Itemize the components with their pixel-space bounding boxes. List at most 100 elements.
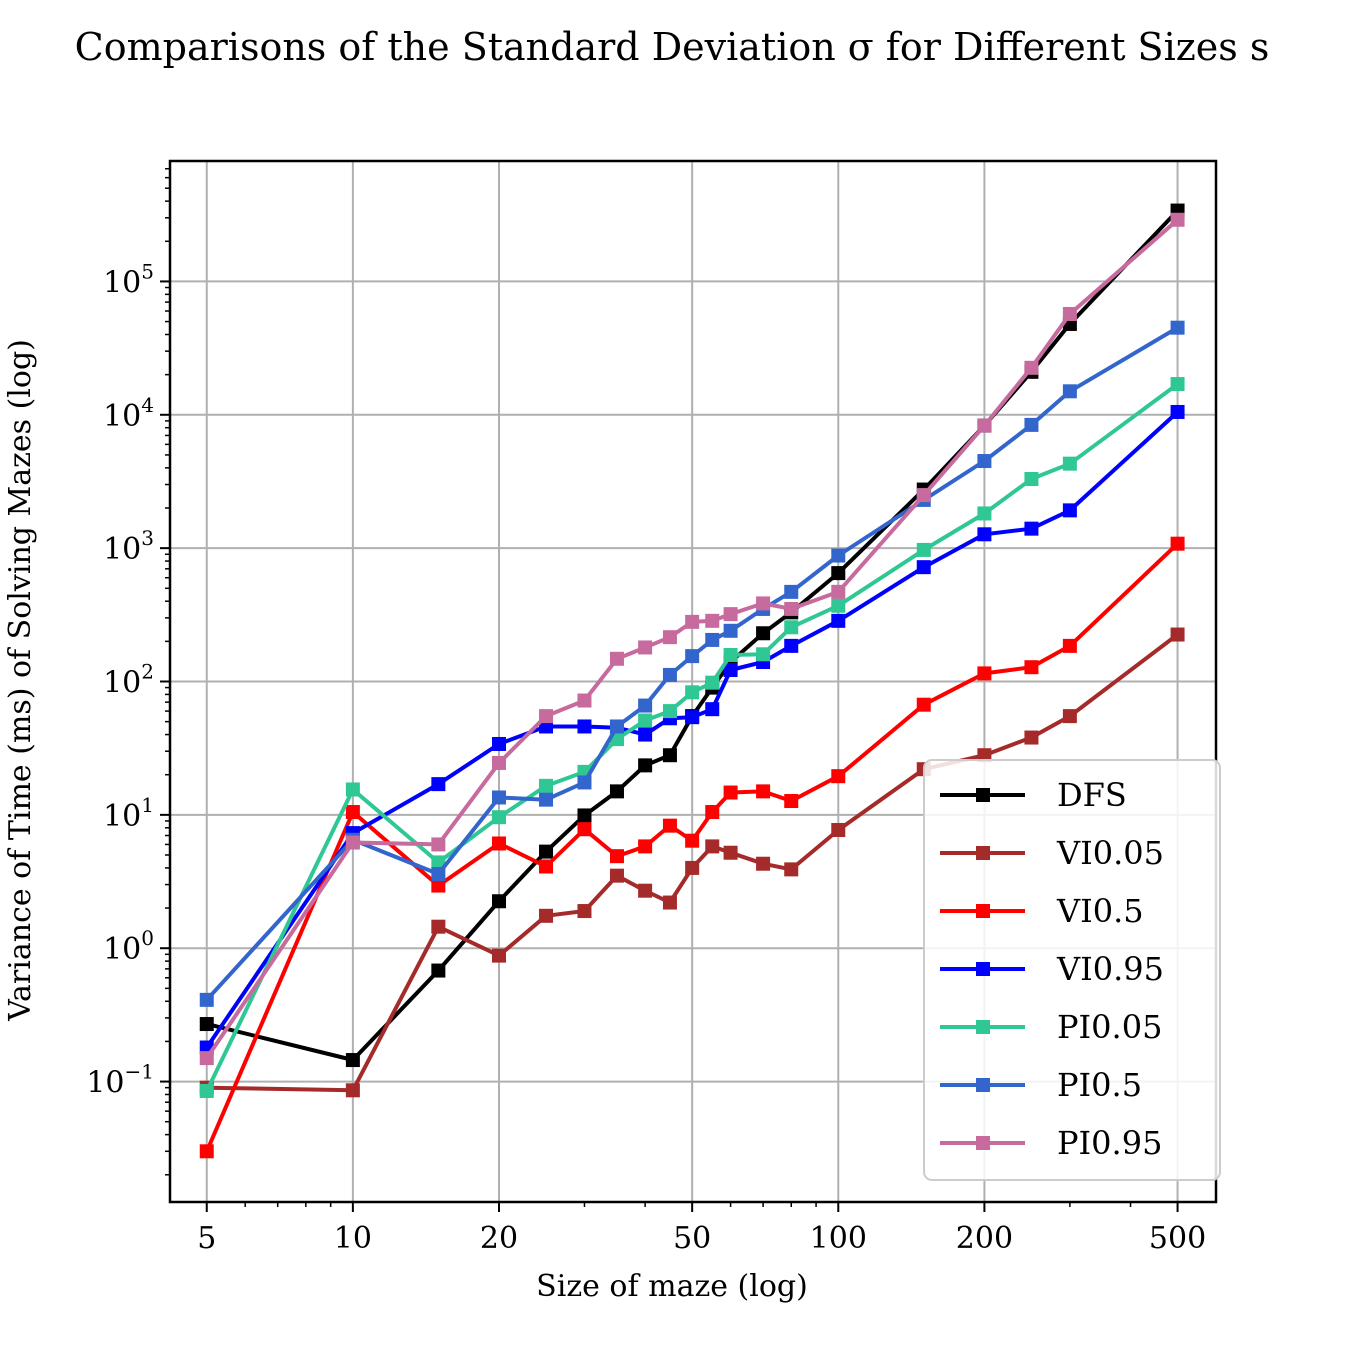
data-point-vi0-05	[431, 919, 446, 934]
data-point-pi0-5	[784, 584, 799, 599]
data-point-pi0-05	[539, 778, 554, 793]
data-point-pi0-5	[831, 548, 846, 563]
data-point-vi0-5	[831, 769, 846, 784]
data-point-pi0-95	[199, 1051, 214, 1066]
data-point-vi0-5	[977, 666, 992, 681]
legend-item-vi0-05: VI0.05	[940, 834, 1164, 872]
legend-item-dfs: DFS	[940, 776, 1127, 814]
y-tick-label: 102	[103, 660, 154, 701]
legend-marker	[976, 788, 990, 802]
legend-label: DFS	[1057, 776, 1127, 814]
data-point-pi0-95	[662, 630, 677, 645]
series-line-pi0-05	[205, 382, 1179, 1092]
data-point-pi0-5	[1062, 384, 1077, 399]
data-point-pi0-5	[491, 790, 506, 805]
data-point-pi0-95	[756, 596, 771, 611]
series-line-vi0-5	[204, 542, 1179, 1153]
data-point-pi0-95	[1024, 360, 1039, 375]
data-point-vi0-05	[756, 856, 771, 871]
data-point-pi0-95	[831, 584, 846, 599]
data-point-vi0-95	[1170, 404, 1185, 419]
data-point-dfs	[431, 963, 446, 978]
data-point-pi0-05	[662, 704, 677, 719]
y-tick-labels: 10−1 100 101 102 103 104 105	[86, 259, 154, 1100]
data-point-pi0-05	[723, 648, 738, 663]
legend-item-vi0-95: VI0.95	[940, 950, 1164, 988]
data-point-vi0-5	[491, 836, 506, 851]
data-point-vi0-05	[705, 839, 720, 854]
y-tick-label: 100	[103, 926, 154, 967]
data-point-pi0-95	[345, 835, 360, 850]
data-point-dfs	[831, 566, 846, 581]
data-point-dfs	[638, 758, 653, 773]
data-point-vi0-95	[685, 710, 700, 725]
data-point-pi0-5	[431, 867, 446, 882]
data-point-pi0-5	[705, 632, 720, 647]
data-point-pi0-05	[756, 647, 771, 662]
data-point-pi0-05	[638, 713, 653, 728]
x-tick-labels: 5 10 20 50 100 200 500	[197, 1221, 1206, 1256]
x-tick-label: 100	[810, 1221, 867, 1256]
data-point-pi0-95	[705, 613, 720, 628]
data-point-vi0-95	[831, 613, 846, 628]
data-point-vi0-05	[662, 895, 677, 910]
data-point-pi0-05	[1170, 377, 1185, 392]
data-point-pi0-5	[1170, 320, 1185, 335]
data-point-pi0-5	[1024, 417, 1039, 432]
data-point-pi0-5	[662, 667, 677, 682]
data-point-vi0-95	[1024, 521, 1039, 536]
data-point-pi0-05	[685, 685, 700, 700]
data-point-vi0-95	[784, 638, 799, 653]
data-point-vi0-5	[345, 805, 360, 820]
data-point-vi0-5	[609, 849, 624, 864]
data-point-pi0-95	[638, 640, 653, 655]
series-line-pi0-5	[205, 325, 1179, 1002]
data-point-vi0-5	[662, 818, 677, 833]
data-point-vi0-95	[431, 777, 446, 792]
legend-label: VI0.05	[1056, 834, 1164, 872]
data-point-vi0-95	[723, 662, 738, 677]
legend-marker	[976, 962, 990, 976]
legend-label: VI0.5	[1056, 892, 1144, 930]
data-point-vi0-05	[539, 908, 554, 923]
y-tick-label: 105	[103, 259, 154, 300]
data-point-vi0-05	[723, 845, 738, 860]
data-point-pi0-95	[491, 755, 506, 770]
series-vi0-5	[199, 536, 1185, 1159]
x-tick-label: 50	[673, 1221, 711, 1256]
series-layer	[199, 203, 1185, 1159]
data-point-pi0-95	[609, 651, 624, 666]
data-point-dfs	[539, 844, 554, 859]
data-point-pi0-95	[431, 837, 446, 852]
data-point-pi0-95	[685, 614, 700, 629]
legend-box	[923, 759, 1221, 1181]
data-point-vi0-05	[638, 883, 653, 898]
data-point-pi0-5	[577, 775, 592, 790]
data-point-dfs	[491, 894, 506, 909]
data-point-pi0-05	[705, 675, 720, 690]
data-point-vi0-5	[1170, 536, 1185, 551]
data-point-pi0-5	[539, 792, 554, 807]
x-tick-label: 10	[334, 1221, 372, 1256]
data-point-vi0-95	[491, 736, 506, 751]
data-point-pi0-05	[784, 620, 799, 635]
legend-label: PI0.95	[1057, 1124, 1162, 1162]
data-point-dfs	[577, 808, 592, 823]
data-point-vi0-5	[1062, 638, 1077, 653]
data-point-vi0-5	[756, 784, 771, 799]
data-point-vi0-95	[977, 527, 992, 542]
data-point-pi0-05	[977, 506, 992, 521]
data-point-vi0-05	[1062, 709, 1077, 724]
data-point-pi0-05	[431, 855, 446, 870]
data-point-pi0-5	[199, 992, 214, 1007]
series-line-pi0-95	[205, 218, 1179, 1060]
x-tick-label: 500	[1149, 1221, 1206, 1256]
legend-marker	[976, 1078, 990, 1092]
data-point-vi0-95	[577, 719, 592, 734]
x-tick-label: 200	[956, 1221, 1013, 1256]
legend-item-vi0-5: VI0.5	[940, 892, 1144, 930]
y-axis-label: Variance of Time (ms) of Solving Mazes (…	[3, 339, 38, 1022]
data-point-pi0-95	[784, 601, 799, 616]
data-point-vi0-95	[916, 560, 931, 575]
